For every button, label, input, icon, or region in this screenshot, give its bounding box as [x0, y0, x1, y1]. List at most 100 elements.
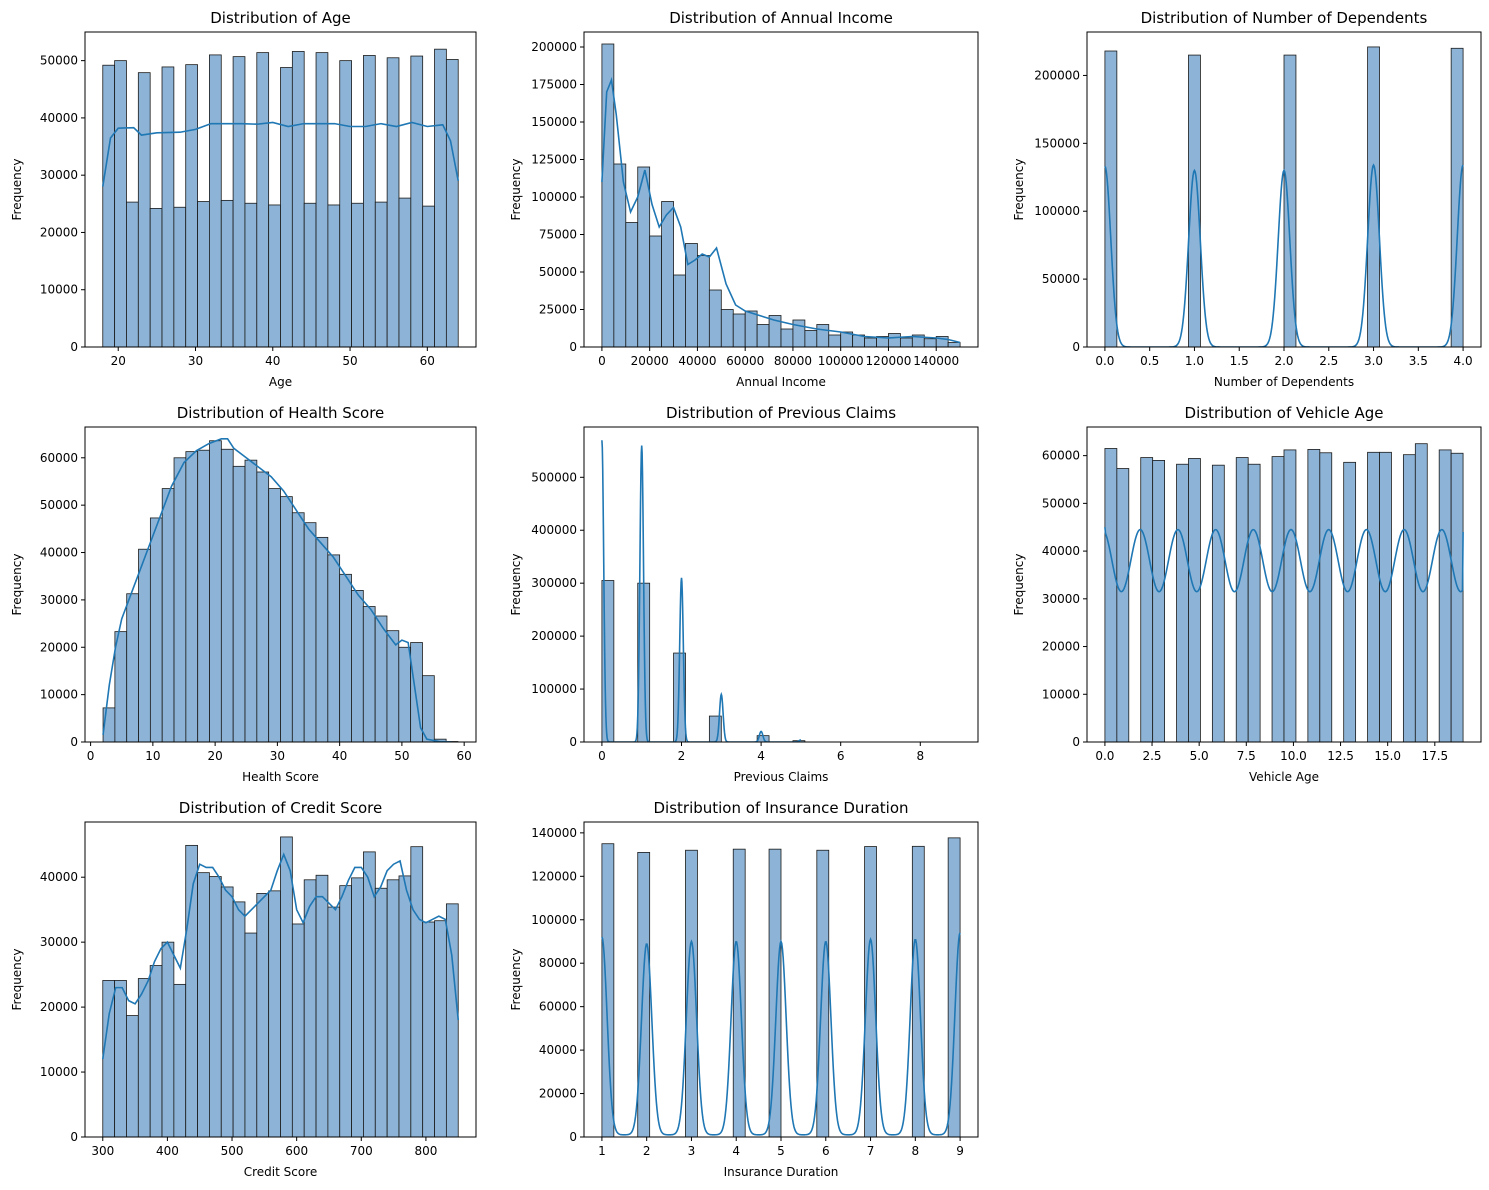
- histogram-bar: [280, 496, 293, 743]
- x-tick-label: 400: [156, 1144, 179, 1158]
- x-axis-label: Age: [269, 375, 292, 389]
- histogram-bar: [899, 337, 913, 348]
- histogram-bar: [398, 646, 412, 743]
- histogram-bar: [864, 337, 877, 348]
- y-tick-label: 0: [1072, 340, 1080, 354]
- y-axis-label: Frequency: [509, 949, 523, 1011]
- x-tick-label: 0.0: [1095, 749, 1114, 763]
- x-tick-label: 4: [757, 749, 765, 763]
- histogram-bar: [744, 310, 758, 348]
- histogram-bar: [280, 67, 293, 348]
- histogram-bar: [268, 204, 281, 348]
- x-tick-label: 2: [678, 749, 686, 763]
- histogram-bar: [126, 1015, 139, 1138]
- histogram-bar: [209, 54, 222, 348]
- histogram-bar: [197, 449, 210, 743]
- histogram-bar: [303, 522, 317, 743]
- x-axis-label: Number of Dependents: [1214, 375, 1354, 389]
- histogram-bar: [351, 202, 364, 348]
- y-tick-label: 300000: [531, 576, 577, 590]
- histogram-bar: [327, 554, 341, 743]
- histogram-bar: [1402, 454, 1416, 743]
- histogram-bar: [185, 844, 198, 1138]
- histogram-bar: [732, 848, 746, 1138]
- panel-6: 0.0 2.5 5.0 7.5 10.0 12.5 15.0 17.5 0 10000 20000 3…: [1012, 404, 1482, 784]
- histogram-bar: [1379, 451, 1392, 743]
- x-tick-label: 5.0: [1190, 749, 1209, 763]
- y-tick-label: 120000: [531, 869, 577, 883]
- x-tick-label: 5: [777, 1144, 785, 1158]
- y-tick-label: 100000: [531, 682, 577, 696]
- histogram-bar: [947, 837, 961, 1138]
- y-tick-label: 200000: [531, 629, 577, 643]
- y-tick-label: 0: [70, 1130, 78, 1144]
- histogram-bar: [173, 983, 187, 1138]
- x-tick-label: 40: [265, 354, 280, 368]
- panel-title: Distribution of Age: [210, 9, 351, 27]
- histogram-bar: [220, 199, 234, 348]
- x-tick-label: 600: [285, 1144, 308, 1158]
- plot-frame: [583, 31, 979, 348]
- histogram-bar: [947, 342, 961, 348]
- kde-line: [101, 121, 460, 187]
- histogram-bar: [673, 274, 686, 348]
- bars: [601, 837, 961, 1138]
- y-tick-label: 75000: [539, 228, 577, 242]
- x-tick-label: 1.0: [1185, 354, 1204, 368]
- histogram-bar: [768, 848, 782, 1138]
- y-tick-label: 175000: [531, 78, 577, 92]
- x-tick-label: 1: [598, 1144, 606, 1158]
- histogram-bar: [732, 313, 746, 348]
- x-tick-label: 1.5: [1230, 354, 1249, 368]
- x-tick-label: 120000: [866, 354, 912, 368]
- y-tick-label: 40000: [1042, 544, 1080, 558]
- bars: [102, 836, 459, 1138]
- x-tick-label: 2.5: [1319, 354, 1338, 368]
- y-tick-label: 60000: [539, 1000, 577, 1014]
- histogram-bar: [410, 55, 424, 348]
- histogram-bar: [102, 980, 116, 1138]
- x-axis-label: Previous Claims: [734, 770, 829, 784]
- x-axis-label: Health Score: [242, 770, 319, 784]
- panel-3: 0.0 0.5 1.0 1.5 2.0 2.5 3.0 3.5 4.0 0 50000 100000 1…: [1012, 9, 1482, 389]
- histogram-bar: [1283, 449, 1297, 743]
- histogram-bar: [339, 573, 352, 743]
- histogram-bar: [1104, 448, 1118, 743]
- bars: [601, 580, 806, 743]
- histogram-bar: [315, 52, 329, 348]
- histogram-bar: [327, 204, 341, 348]
- histogram-bar: [780, 328, 794, 348]
- y-tick-label: 20000: [1042, 640, 1080, 654]
- y-tick-label: 50000: [539, 265, 577, 279]
- y-tick-label: 125000: [531, 153, 577, 167]
- x-tick-label: 500: [221, 1144, 244, 1158]
- kde-line: [1104, 163, 1464, 347]
- histogram-bar: [816, 324, 830, 348]
- histogram-bar: [161, 66, 175, 348]
- kde-line: [601, 76, 961, 344]
- plot-frame: [583, 426, 979, 743]
- histogram-bar: [149, 517, 163, 743]
- bars: [1104, 443, 1464, 743]
- histogram-bar: [291, 51, 305, 348]
- x-tick-label: 20000: [631, 354, 669, 368]
- histogram-bar: [434, 48, 447, 348]
- panel-4: 0 10 20 30 40 50 60 0 10000 20000 30000 40000 50000 6…: [10, 404, 477, 784]
- y-tick-label: 20000: [40, 640, 78, 654]
- histogram-bar: [756, 324, 770, 348]
- histogram-bar: [197, 201, 210, 348]
- y-tick-label: 30000: [40, 168, 78, 182]
- histogram-bar: [339, 885, 352, 1138]
- histogram-bar: [137, 72, 151, 348]
- plot-frame: [1086, 426, 1482, 743]
- panel-title: Distribution of Health Score: [177, 404, 385, 422]
- bars: [601, 43, 961, 348]
- histogram-bar: [697, 255, 710, 348]
- histogram-bar: [1152, 460, 1166, 743]
- x-tick-label: 2.0: [1274, 354, 1293, 368]
- x-tick-label: 8: [911, 1144, 919, 1158]
- histogram-bar: [362, 606, 376, 743]
- histogram-bar: [339, 60, 352, 348]
- histogram-bar: [220, 448, 234, 743]
- histogram-bar: [398, 875, 412, 1138]
